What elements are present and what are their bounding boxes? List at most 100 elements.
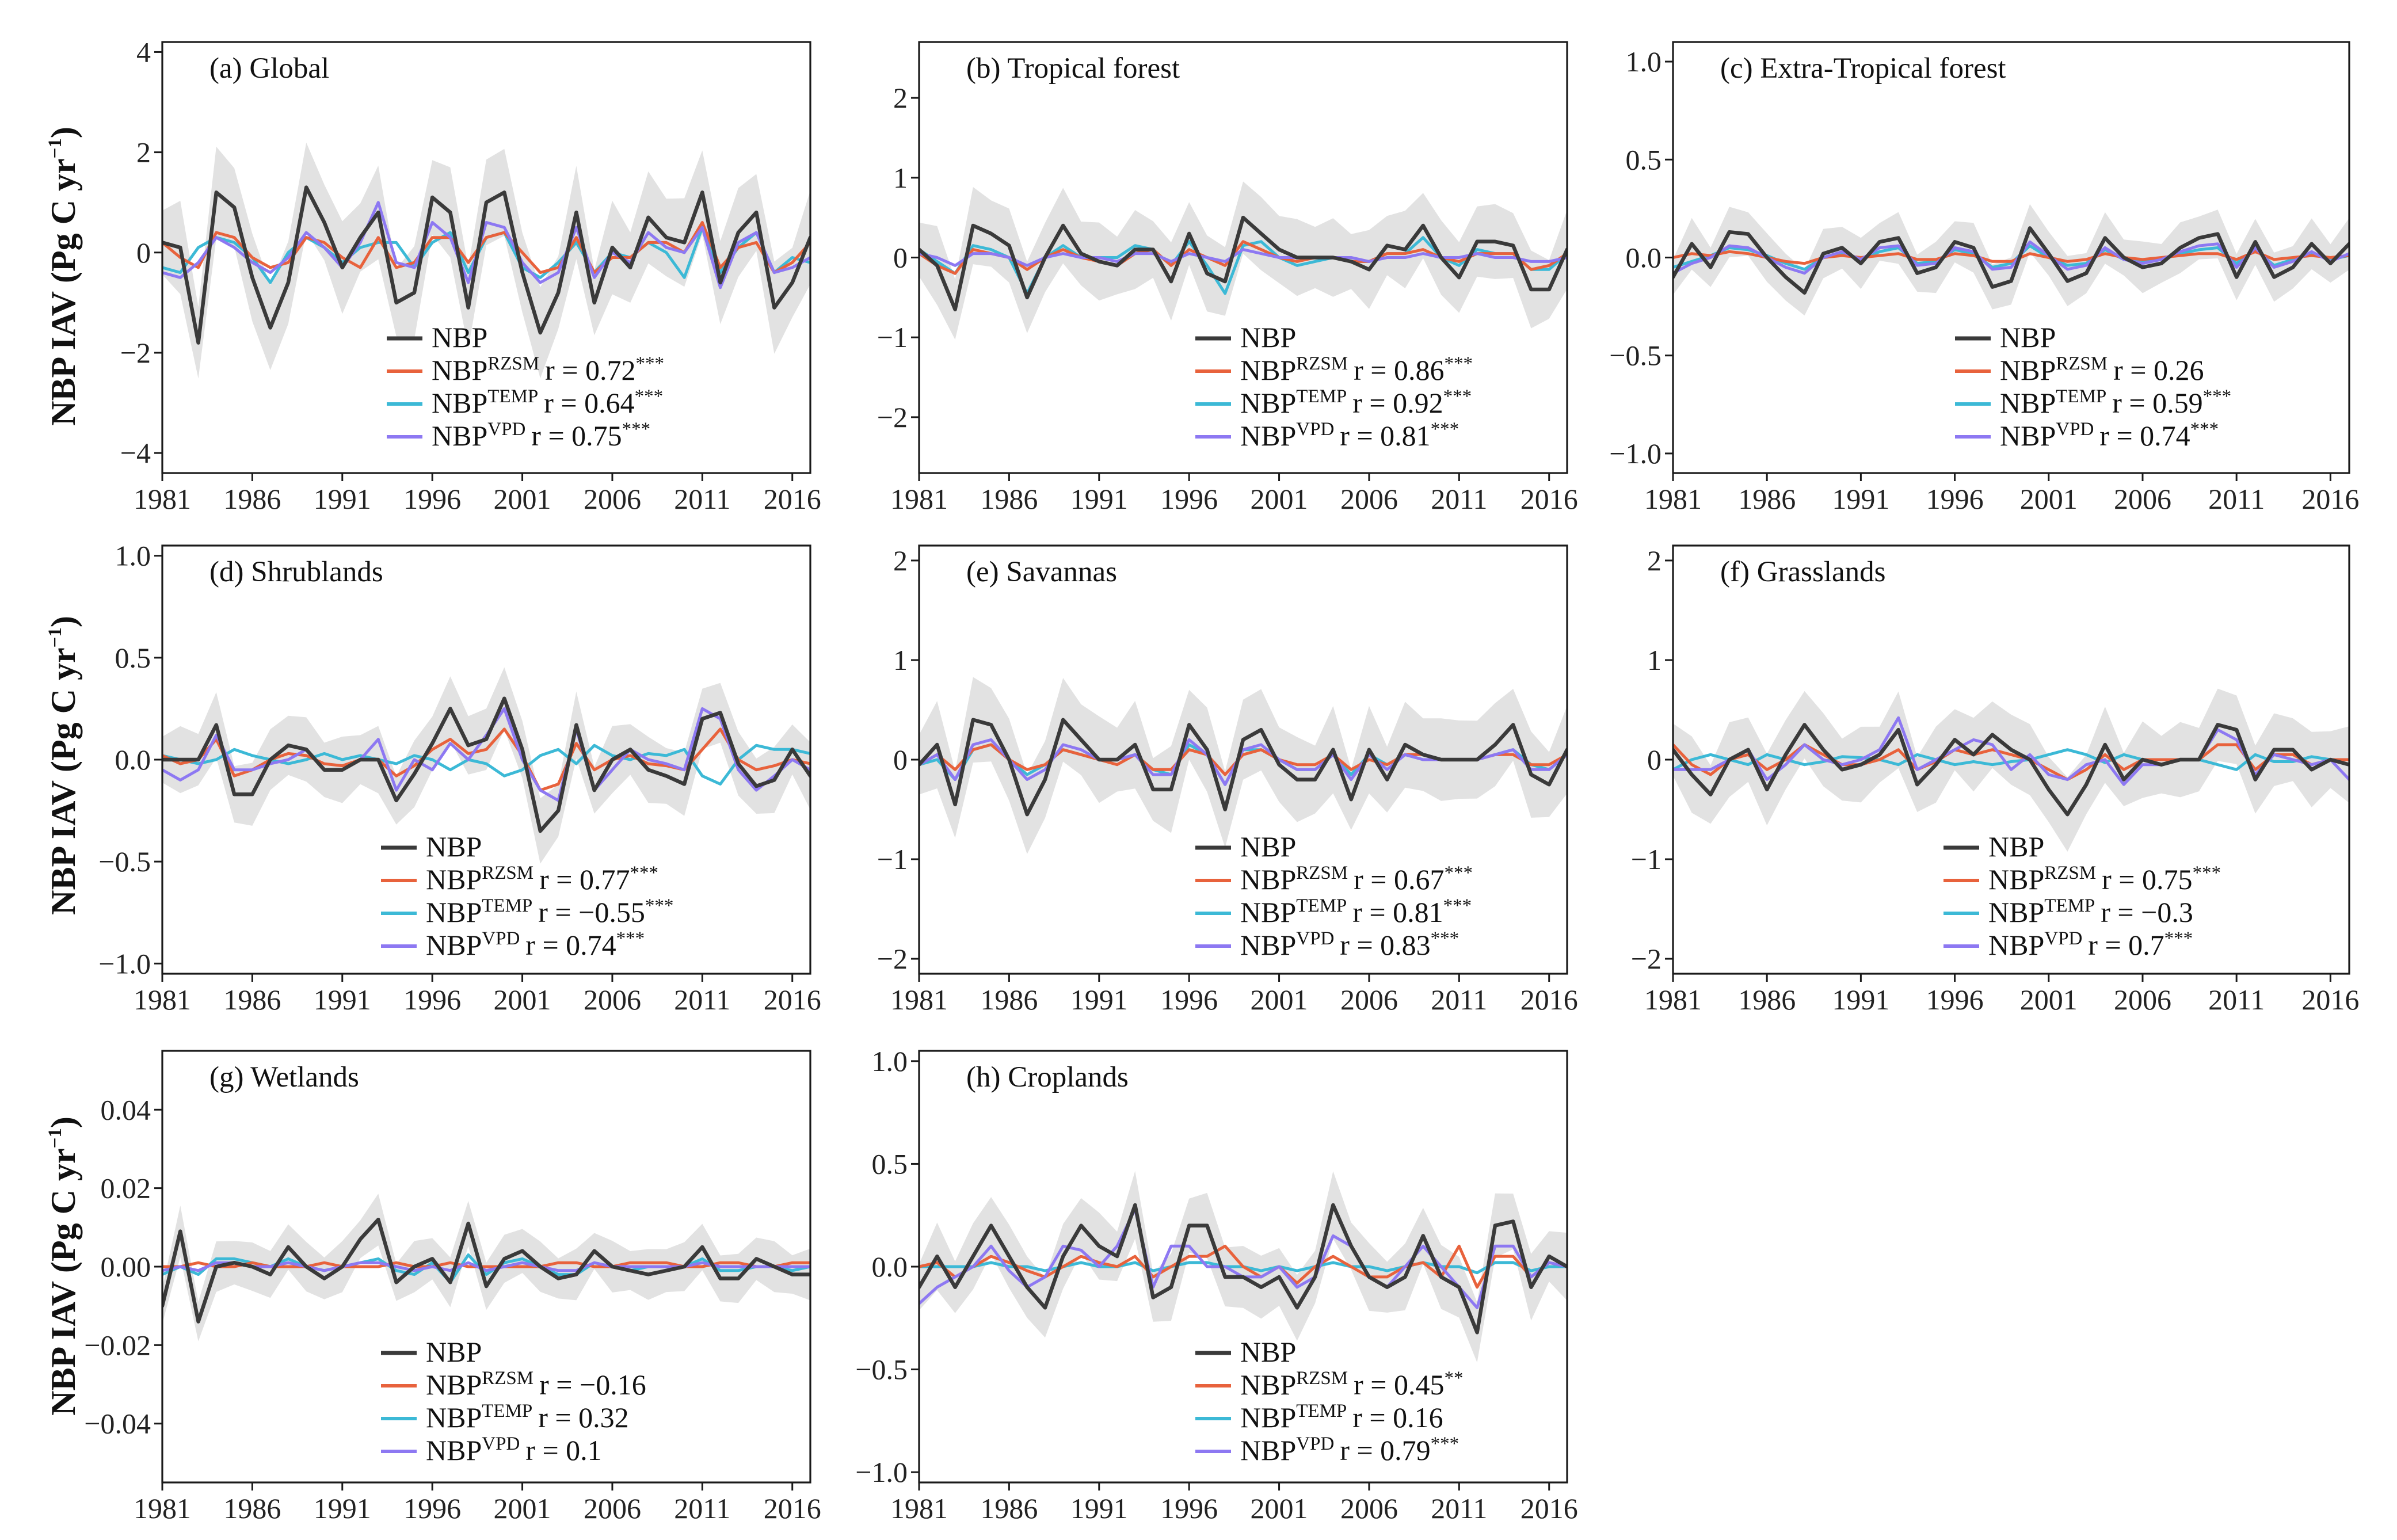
series-vpd <box>919 248 1567 267</box>
x-tick-label: 1986 <box>1738 483 1796 515</box>
y-tick-label: 1 <box>893 162 908 194</box>
legend-label-vpd: NBPVPD r = 0.1 <box>426 1434 602 1466</box>
x-tick-label: 1981 <box>890 984 948 1016</box>
x-tick-label: 1996 <box>403 483 461 515</box>
y-tick-label: −2 <box>877 401 908 433</box>
x-tick-label: 2011 <box>1431 1492 1487 1524</box>
series-nbp <box>162 1217 810 1324</box>
panel-b: −2 −1 0 1 2 1981 1986 1991 1996 2001 2006 2011 2016 (… <box>877 41 1578 515</box>
legend-label-vpd: NBPVPD r = 0.74*** <box>2000 419 2219 452</box>
x-tick-label: 1986 <box>980 1492 1038 1524</box>
y-tick-label: −2 <box>120 337 151 369</box>
legend-label-rzsm: NBPRZSM r = 0.72*** <box>432 353 664 386</box>
x-tick-label: 1991 <box>1832 483 1889 515</box>
x-tick-label: 1996 <box>1926 984 1984 1016</box>
x-tick-label: 1981 <box>134 483 191 515</box>
y-axis-label-row1: NBP IAV (Pg C yr−1) <box>44 127 82 426</box>
panel-h: −1.0 −0.5 0.0 0.5 1.0 1981 1986 1991 1996 2001 200… <box>855 1045 1577 1524</box>
legend-label-vpd: NBPVPD r = 0.81*** <box>1240 419 1459 452</box>
x-tick-label: 2006 <box>2114 483 2171 515</box>
x-tick-label: 2006 <box>1340 984 1398 1016</box>
x-tick-label: 2001 <box>2020 984 2078 1016</box>
legend-label-temp: NBPTEMP r = 0.81*** <box>1240 895 1472 928</box>
y-tick-label: −1 <box>877 843 908 875</box>
series-nbp <box>919 718 1567 817</box>
x-tick-label: 1996 <box>1160 984 1218 1016</box>
x-tick-label: 1981 <box>1644 984 1702 1016</box>
y-axis-label-row2: NBP IAV (Pg C yr−1) <box>44 616 82 915</box>
panel-f: −2 −1 0 1 2 1981 1986 1991 1996 2001 2006 2011 2016 (… <box>1631 544 2360 1016</box>
legend-label-temp: NBPTEMP r = 0.16 <box>1240 1401 1443 1434</box>
series-vpd <box>1673 716 2349 786</box>
x-tick-label: 2001 <box>494 483 551 515</box>
plot-frame <box>161 41 811 474</box>
x-tick-label: 2006 <box>584 984 641 1016</box>
y-tick-label: −2 <box>1631 943 1661 975</box>
panel-title: (b) Tropical forest <box>966 52 1180 85</box>
y-tick-label: 4 <box>136 36 151 68</box>
x-tick-label: 1981 <box>134 1492 191 1524</box>
y-tick-label: 0.02 <box>101 1172 151 1204</box>
y-tick-label: 1.0 <box>1626 45 1662 78</box>
series-rzsm <box>919 240 1567 275</box>
legend-label-temp: NBPTEMP r = 0.64*** <box>432 386 663 419</box>
y-tick-label: −1.0 <box>98 947 151 979</box>
plot-area-d <box>162 667 810 864</box>
plot-area-b <box>919 181 1567 340</box>
x-tick-label: 1991 <box>1070 1492 1128 1524</box>
legend-label-vpd: NBPVPD r = 0.79*** <box>1240 1434 1459 1466</box>
x-tick-label: 1986 <box>223 483 281 515</box>
y-tick-label: 0.00 <box>101 1251 151 1283</box>
y-tick-label: 1.0 <box>872 1045 908 1077</box>
x-tick-label: 2011 <box>2208 984 2265 1016</box>
y-axis-label-row3: NBP IAV (Pg C yr−1) <box>44 1116 82 1416</box>
x-tick-label: 2001 <box>1251 984 1308 1016</box>
legend-label-vpd: NBPVPD r = 0.7*** <box>1988 928 2193 961</box>
plot-area-g <box>162 1194 810 1341</box>
y-tick-label: 0.5 <box>872 1148 908 1180</box>
series-nbp <box>1673 226 2349 295</box>
x-tick-label: 1991 <box>1070 984 1128 1016</box>
y-tick-label: −1 <box>877 321 908 353</box>
x-tick-label: 2011 <box>2208 483 2265 515</box>
x-tick-label: 1986 <box>1738 984 1796 1016</box>
series-rzsm <box>1673 743 2349 782</box>
y-tick-label: 2 <box>1647 544 1661 577</box>
y-tick-label: −0.02 <box>84 1329 151 1361</box>
y-tick-label: −0.5 <box>98 845 151 878</box>
legend-label-vpd: NBPVPD r = 0.74*** <box>426 928 645 961</box>
x-tick-label: 2011 <box>674 984 730 1016</box>
x-tick-label: 2006 <box>1340 1492 1398 1524</box>
x-tick-label: 2006 <box>584 1492 641 1524</box>
series-nbp <box>1673 723 2349 817</box>
y-tick-label: 0.0 <box>872 1251 908 1283</box>
y-axis-labels: NBP IAV (Pg C yr−1) NBP IAV (Pg C yr−1) … <box>44 127 82 1416</box>
plot-area-a <box>162 142 810 379</box>
y-tick-label: 0.5 <box>1626 143 1662 176</box>
panel-title: (h) Croplands <box>966 1061 1129 1093</box>
y-tick-label: −1 <box>1631 843 1661 875</box>
x-tick-label: 2011 <box>674 1492 730 1524</box>
x-tick-label: 1996 <box>403 984 461 1016</box>
x-tick-label: 2016 <box>764 1492 821 1524</box>
series-rzsm <box>919 1244 1567 1289</box>
y-tick-label: −4 <box>120 437 151 469</box>
panel-e: −2 −1 0 1 2 1981 1986 1991 1996 2001 2006 2011 2016 (… <box>877 544 1578 1016</box>
y-tick-label: −2 <box>877 943 908 975</box>
y-tick-label: 0.0 <box>115 744 151 776</box>
y-tick-label: −1.0 <box>855 1456 908 1488</box>
legend-label-rzsm: NBPRZSM r = −0.16 <box>426 1368 646 1401</box>
x-tick-label: 2016 <box>1520 984 1578 1016</box>
uncertainty-band <box>1673 204 2349 316</box>
panel-title: (a) Global <box>209 52 329 85</box>
legend-label-rzsm: NBPRZSM r = 0.75*** <box>1988 863 2221 895</box>
y-tick-label: 0 <box>136 237 151 269</box>
legend-label-vpd: NBPVPD r = 0.83*** <box>1240 928 1459 961</box>
panel-title: (c) Extra-Tropical forest <box>1720 52 2006 85</box>
x-tick-label: 2016 <box>1520 483 1578 515</box>
panel-title: (g) Wetlands <box>209 1061 359 1093</box>
plot-area-h <box>919 1171 1567 1363</box>
